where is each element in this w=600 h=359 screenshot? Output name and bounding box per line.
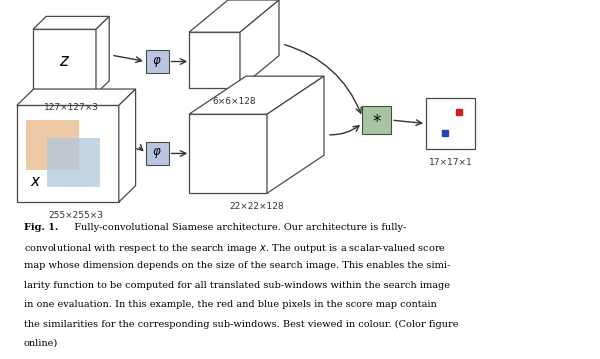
Text: the similarities for the corresponding sub-windows. Best viewed in colour. (Colo: the similarities for the corresponding s… (24, 320, 458, 328)
Text: map whose dimension depends on the size of the search image. This enables the si: map whose dimension depends on the size … (24, 261, 450, 270)
Bar (47, 137, 100, 187)
Text: $\varphi$: $\varphi$ (152, 55, 162, 69)
Polygon shape (96, 17, 109, 94)
Text: 255×255×3: 255×255×3 (49, 211, 104, 220)
Text: Fully-convolutional Siamese architecture. Our architecture is fully-: Fully-convolutional Siamese architecture… (68, 223, 406, 232)
Polygon shape (240, 0, 279, 88)
Text: Fig. 1.: Fig. 1. (24, 223, 62, 232)
Text: in one evaluation. In this example, the red and blue pixels in the score map con: in one evaluation. In this example, the … (24, 300, 437, 309)
Bar (362, 106, 391, 134)
Polygon shape (17, 89, 136, 106)
Polygon shape (189, 32, 240, 88)
Polygon shape (267, 76, 324, 193)
Polygon shape (189, 76, 324, 114)
Text: 22×22×128: 22×22×128 (229, 202, 284, 211)
Text: $x$: $x$ (30, 175, 41, 189)
Text: larity function to be computed for all translated sub-windows within the search : larity function to be computed for all t… (24, 281, 450, 290)
Text: $*$: $*$ (372, 111, 382, 129)
Bar (26, 120, 79, 170)
Bar (146, 50, 169, 73)
Polygon shape (189, 0, 279, 32)
Text: $z$: $z$ (59, 53, 70, 70)
Polygon shape (189, 114, 267, 193)
Text: $\varphi$: $\varphi$ (152, 146, 162, 160)
Text: 6×6×128: 6×6×128 (212, 97, 256, 106)
Bar (146, 142, 169, 164)
Text: 127×127×3: 127×127×3 (44, 103, 98, 112)
Bar (426, 98, 475, 149)
Text: 17×17×1: 17×17×1 (429, 158, 472, 167)
Text: convolutional with respect to the search image $x$. The output is a scalar-value: convolutional with respect to the search… (24, 242, 446, 255)
Text: online): online) (24, 339, 58, 348)
Polygon shape (17, 106, 119, 202)
Polygon shape (33, 17, 109, 29)
Polygon shape (33, 29, 96, 94)
Polygon shape (119, 89, 136, 202)
